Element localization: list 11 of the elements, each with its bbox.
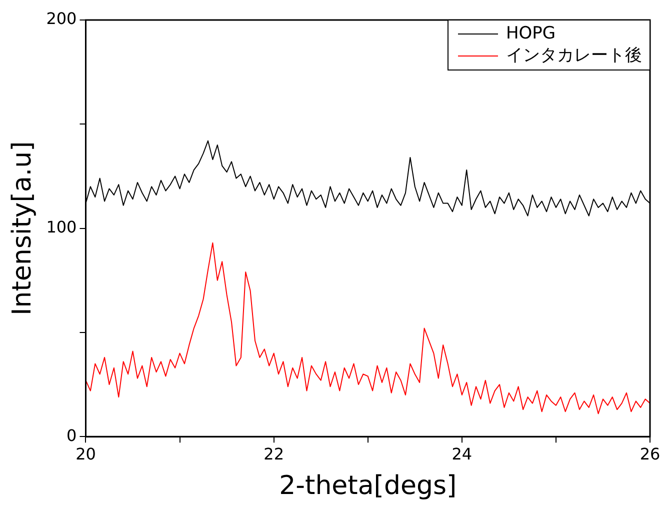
legend-label: インタカレート後	[506, 45, 642, 66]
y-tick-label: 200	[46, 9, 77, 28]
x-tick-label: 20	[76, 444, 96, 464]
legend-label: HOPG	[506, 23, 556, 44]
y-tick-label: 100	[46, 217, 77, 236]
x-tick-label: 22	[264, 444, 284, 464]
y-axis-title: Intensity[a.u]	[7, 141, 38, 316]
x-tick-label: 26	[640, 444, 660, 464]
y-tick-label: 0	[66, 426, 77, 445]
x-tick-label: 24	[452, 444, 472, 464]
x-axis-title: 2-theta[degs]	[279, 471, 457, 502]
